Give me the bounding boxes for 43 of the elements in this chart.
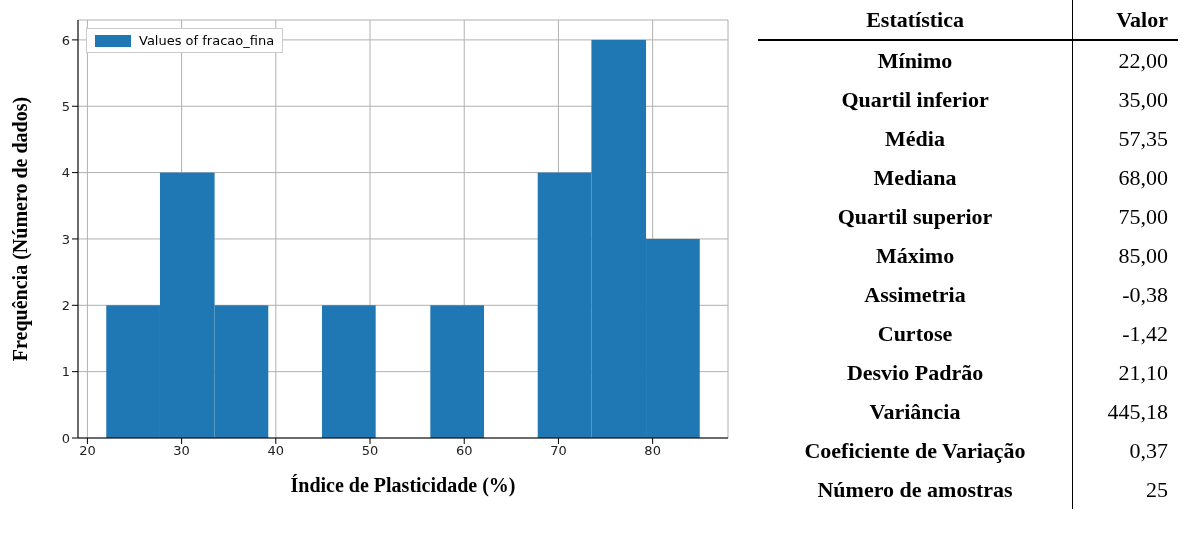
x-axis-title: Índice de Plasticidade (%) [290,474,516,497]
category-label: Assimetria [758,275,1073,314]
y-tick-label: 4 [61,165,70,181]
text: Valor [1072,0,1178,40]
category-label: Máximo [758,236,1073,275]
x-tick-label: 60 [455,443,473,459]
text: Estatística [758,0,1073,40]
category-label: Quartil inferior [758,80,1073,119]
y-tick-label: 1 [61,364,70,380]
y-tick-label: 6 [61,32,70,48]
text: -1,42 [1122,321,1168,346]
x-tick-label: 30 [173,443,190,459]
category-label: Média [758,119,1073,158]
text: 85,00 [1118,243,1168,268]
text: 0,37 [1129,438,1168,463]
y-tick-label: 0 [61,430,70,446]
x-tick-label: 70 [550,443,567,459]
y-tick-label: 5 [61,98,70,114]
category-label: Variância [758,392,1073,431]
y-axis-title: Frequência (Número de dados) [9,96,33,362]
x-tick-label: 20 [79,443,96,459]
text: -0,38 [1122,282,1168,307]
category-label: Quartil superior [758,197,1073,236]
category-label: Desvio Padrão [758,353,1073,392]
text: 68,00 [1118,165,1168,190]
text: 21,10 [1118,360,1168,385]
x-tick-label: 40 [267,443,285,459]
text: 75,00 [1118,204,1168,229]
category-label: Mínimo [758,40,1073,80]
y-tick-label: 3 [61,231,70,247]
x-tick-label: 50 [361,443,379,459]
text: 22,00 [1118,48,1168,73]
text: 445,18 [1107,399,1168,424]
y-tick-label: 2 [61,297,70,313]
x-tick-label: 80 [644,443,661,459]
text: 57,35 [1118,126,1168,151]
legend-label: Values of fracao_fina [139,33,275,48]
text: 25 [1146,477,1168,502]
category-label: Número de amostras [758,470,1073,509]
category-label: Mediana [758,158,1073,197]
text: 35,00 [1118,87,1168,112]
category-label: Coeficiente de Variação [758,431,1073,470]
category-label: Curtose [758,314,1073,353]
